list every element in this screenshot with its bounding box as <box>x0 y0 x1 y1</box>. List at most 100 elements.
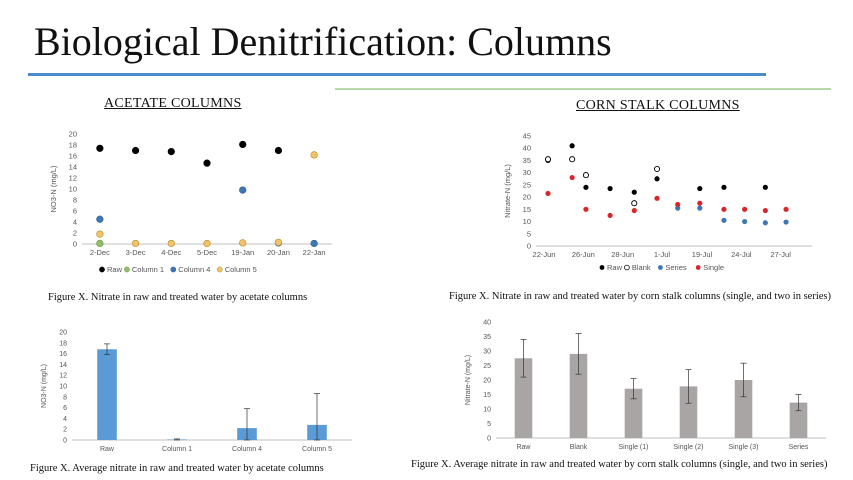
caption-acetate-bar: Figure X. Average nitrate in raw and tre… <box>30 463 324 474</box>
data-point <box>583 206 589 212</box>
data-point <box>607 185 613 192</box>
y-tick-label: 0 <box>73 240 77 249</box>
y-tick-label: 10 <box>69 185 77 194</box>
x-tick-label: 22-Jan <box>303 248 326 257</box>
legend-marker <box>170 266 177 273</box>
y-tick-label: 20 <box>69 130 77 139</box>
slide-title: Biological Denitrification: Columns <box>34 19 612 64</box>
y-tick-label: 4 <box>73 218 77 227</box>
bar <box>734 380 753 438</box>
x-tick-label: 1-Jul <box>654 250 671 259</box>
acetate-scatter-chart: 0 2 4 6 8 10 12 14 16 18 20 NO3-N (mg/L) 2-Dec 3-Dec 4… <box>49 130 332 274</box>
y-tick-label: 18 <box>69 141 77 150</box>
x-tick-label: 22-Jun <box>533 250 556 259</box>
x-tick-label: 27-Jul <box>770 250 791 259</box>
data-point <box>167 239 175 248</box>
y-tick-label: 12 <box>69 174 77 183</box>
legend-label: Series <box>665 263 687 272</box>
x-tick-label: 19-Jan <box>231 248 254 257</box>
y-tick-label: 10 <box>523 217 531 226</box>
data-point <box>721 184 727 190</box>
y-tick-label: 14 <box>59 362 67 369</box>
data-point <box>582 172 589 179</box>
data-point <box>569 156 576 163</box>
data-point <box>675 201 681 208</box>
legend-marker <box>624 264 630 271</box>
y-tick-label: 0 <box>63 438 67 445</box>
data-point <box>239 140 247 149</box>
x-tick-label: 2-Dec <box>90 248 110 257</box>
y-tick-label: 5 <box>527 229 531 238</box>
legend-marker <box>124 266 130 273</box>
data-point <box>96 215 104 223</box>
data-point <box>607 212 613 219</box>
legend-label: Raw <box>607 263 623 272</box>
section-title-acetate: ACETATE COLUMNS <box>104 96 242 111</box>
legend-marker <box>695 265 701 270</box>
legend-marker <box>658 265 663 270</box>
data-point <box>274 146 283 155</box>
caption-corn-scatter: Figure X. Nitrate in raw and treated wat… <box>449 291 831 302</box>
x-tick-label: Column 4 <box>232 446 262 453</box>
y-tick-label: 20 <box>523 193 531 202</box>
y-tick-label: 0 <box>527 242 531 251</box>
bar <box>569 353 588 438</box>
bar <box>97 349 117 440</box>
data-point <box>569 174 575 181</box>
legend-marker <box>599 265 605 270</box>
x-tick-label: 4-Dec <box>161 248 181 257</box>
x-tick-label: Raw <box>100 446 115 453</box>
y-tick-label: 0 <box>487 436 491 443</box>
x-tick-label: 20-Jan <box>267 248 290 257</box>
legend-label: Column 5 <box>225 265 257 274</box>
y-tick-label: 30 <box>483 349 491 356</box>
y-tick-label: 8 <box>63 394 67 401</box>
legend-marker <box>99 266 105 273</box>
data-point <box>697 185 703 192</box>
corn-scatter-chart: 0 5 10 15 20 25 30 35 40 45 Nitrate-N (mg/L) 22-Jun… <box>503 132 812 272</box>
data-point <box>721 217 727 223</box>
data-point <box>742 206 748 212</box>
x-tick-label: 28-Jun <box>611 250 634 259</box>
y-tick-label: 25 <box>483 363 491 370</box>
y-tick-label: 35 <box>483 334 491 341</box>
x-tick-label: 3-Dec <box>126 248 146 257</box>
legend-marker <box>216 266 223 273</box>
data-point <box>239 186 247 194</box>
bar <box>679 386 698 438</box>
x-tick-label: Column 5 <box>302 446 332 453</box>
data-point <box>631 200 638 207</box>
data-point <box>545 190 551 197</box>
data-point <box>167 148 175 156</box>
y-tick-label: 6 <box>73 207 77 216</box>
legend-label: Raw <box>107 265 123 274</box>
data-point <box>762 184 768 190</box>
data-point <box>310 151 318 159</box>
x-tick-label: 26-Jun <box>572 250 595 259</box>
data-point <box>203 159 211 167</box>
y-tick-label: 30 <box>523 168 531 177</box>
legend-label: Single <box>703 263 724 272</box>
y-tick-label: 4 <box>63 416 67 423</box>
y-tick-label: 2 <box>73 229 77 238</box>
data-point <box>310 239 318 248</box>
data-point <box>783 219 789 225</box>
bar <box>624 388 643 438</box>
x-tick-label: Single (2) <box>674 444 704 451</box>
x-tick-label: 5-Dec <box>197 248 217 257</box>
bar <box>789 402 808 438</box>
x-tick-label: Column 1 <box>162 446 192 453</box>
data-point <box>762 207 768 214</box>
x-tick-label: Single (1) <box>619 444 649 451</box>
x-tick-label: Single (3) <box>729 444 759 451</box>
y-tick-label: 40 <box>483 320 491 327</box>
data-point <box>783 206 789 212</box>
x-tick-label: Blank <box>570 444 588 451</box>
y-tick-label: 14 <box>69 163 77 172</box>
y-tick-label: 45 <box>523 132 531 141</box>
y-tick-label: 15 <box>483 392 491 399</box>
acetate-bar-chart: 0 2 4 6 8 10 12 14 16 18 20 NO3-N (mg/L) Raw Column 1… <box>41 330 352 453</box>
title-underline-blue <box>28 73 766 76</box>
data-point <box>631 207 637 214</box>
y-axis-label: NO3-N (mg/L) <box>41 364 48 408</box>
